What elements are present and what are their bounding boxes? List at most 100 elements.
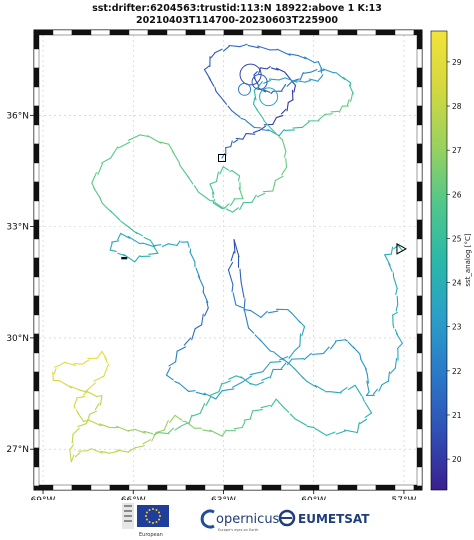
track-segment bbox=[89, 410, 98, 415]
track-segment bbox=[364, 401, 373, 414]
gridlines bbox=[34, 30, 422, 490]
frame-segment bbox=[299, 29, 320, 36]
track-segment bbox=[347, 384, 356, 391]
track-segment bbox=[281, 166, 288, 176]
frame-segment bbox=[33, 86, 40, 107]
track-segment bbox=[194, 324, 203, 330]
frame-segment bbox=[394, 484, 415, 491]
track-segment bbox=[214, 201, 225, 210]
track-segment bbox=[135, 231, 144, 237]
track-segment bbox=[259, 339, 271, 352]
track-segment bbox=[253, 77, 260, 87]
track-segment bbox=[366, 380, 370, 392]
frame-segment bbox=[166, 484, 187, 491]
colorbar-tick-label: 21 bbox=[452, 411, 462, 420]
eu-star-icon bbox=[155, 521, 158, 524]
frame-segment bbox=[33, 238, 40, 259]
track-segment bbox=[266, 66, 271, 70]
frame-segment bbox=[280, 29, 301, 36]
frame-segment bbox=[90, 29, 111, 36]
frame-segment bbox=[416, 295, 423, 316]
track-segment bbox=[206, 300, 209, 309]
track-segment bbox=[227, 269, 234, 285]
track-segment bbox=[284, 77, 298, 83]
frame-segment bbox=[356, 484, 377, 491]
track-segment bbox=[225, 146, 232, 149]
track-segment bbox=[215, 90, 225, 102]
track-segment bbox=[365, 391, 370, 396]
track-segment bbox=[97, 163, 103, 175]
frame-segment bbox=[33, 485, 40, 491]
frame-segment bbox=[318, 484, 339, 491]
track-segment bbox=[218, 382, 223, 393]
colorbar-tick-label: 22 bbox=[452, 367, 462, 376]
track-segment bbox=[317, 113, 326, 121]
track-segment bbox=[304, 79, 312, 83]
track-segment bbox=[77, 412, 85, 422]
track-segment bbox=[219, 166, 224, 175]
track-segment bbox=[82, 388, 89, 396]
frame-segment bbox=[261, 29, 282, 36]
eumetsat-logo: EUMETSAT bbox=[278, 509, 370, 527]
track-segment bbox=[123, 253, 136, 263]
track-segment bbox=[322, 346, 330, 355]
track-segment bbox=[255, 108, 264, 119]
colorbar-tick-label: 26 bbox=[452, 190, 462, 199]
track-segment bbox=[228, 375, 237, 380]
track-segment bbox=[313, 61, 319, 64]
frame-segment bbox=[147, 29, 168, 36]
frame-segment bbox=[242, 484, 263, 491]
track-segment bbox=[301, 121, 310, 128]
track-segment bbox=[287, 309, 293, 314]
track-segment bbox=[276, 48, 291, 56]
track-segment bbox=[280, 362, 287, 369]
track-segment bbox=[58, 361, 66, 367]
track-segment bbox=[269, 350, 275, 353]
track-eddy-loop bbox=[238, 82, 252, 96]
copernicus-c-icon bbox=[200, 509, 215, 529]
frame-segment bbox=[416, 181, 423, 202]
track-segment bbox=[165, 366, 171, 376]
track-segment bbox=[229, 198, 236, 207]
track-segment bbox=[292, 126, 303, 129]
track-segment bbox=[81, 359, 90, 365]
frame-segment bbox=[33, 48, 40, 69]
track-segment bbox=[201, 313, 204, 326]
track-segment bbox=[262, 117, 265, 122]
frame-segment bbox=[394, 29, 415, 36]
track-segment bbox=[228, 44, 241, 48]
track-segment bbox=[231, 110, 241, 118]
track-segment bbox=[245, 119, 256, 129]
frame-segment bbox=[33, 143, 40, 164]
track-segment bbox=[154, 247, 159, 254]
frame-segment bbox=[375, 484, 396, 491]
eu-star-icon bbox=[148, 521, 151, 524]
track-segment bbox=[249, 371, 264, 376]
track-segment bbox=[288, 350, 295, 359]
track-segment bbox=[116, 449, 130, 453]
track-segment bbox=[255, 381, 264, 386]
logo-strip: European opernicus Europe's eyes on Eart… bbox=[122, 503, 370, 538]
lat-tick-label: 30°N bbox=[6, 334, 29, 344]
frame-segment bbox=[416, 200, 423, 221]
track-segment bbox=[251, 194, 257, 203]
track-segment bbox=[381, 380, 389, 386]
track-segment bbox=[259, 125, 267, 131]
track-segment bbox=[390, 246, 394, 255]
colorbar-tick-label: 24 bbox=[452, 279, 462, 288]
track-segment bbox=[392, 276, 398, 290]
map-title-line1: sst:drifter:6204563:trustid:113:N 18922:… bbox=[92, 3, 382, 14]
track-segment bbox=[232, 292, 237, 306]
track-segment bbox=[256, 45, 271, 51]
end-marker bbox=[396, 243, 407, 255]
lat-tick-label: 36°N bbox=[6, 111, 29, 121]
track-segment bbox=[270, 67, 279, 71]
frame-segment bbox=[416, 314, 423, 335]
track-segment bbox=[364, 412, 373, 418]
track-segment bbox=[230, 140, 233, 148]
track-segment bbox=[271, 128, 279, 136]
frame-segment bbox=[261, 484, 282, 491]
track-segment bbox=[125, 224, 138, 234]
frame-segment bbox=[416, 48, 423, 69]
track-segment bbox=[249, 410, 254, 419]
